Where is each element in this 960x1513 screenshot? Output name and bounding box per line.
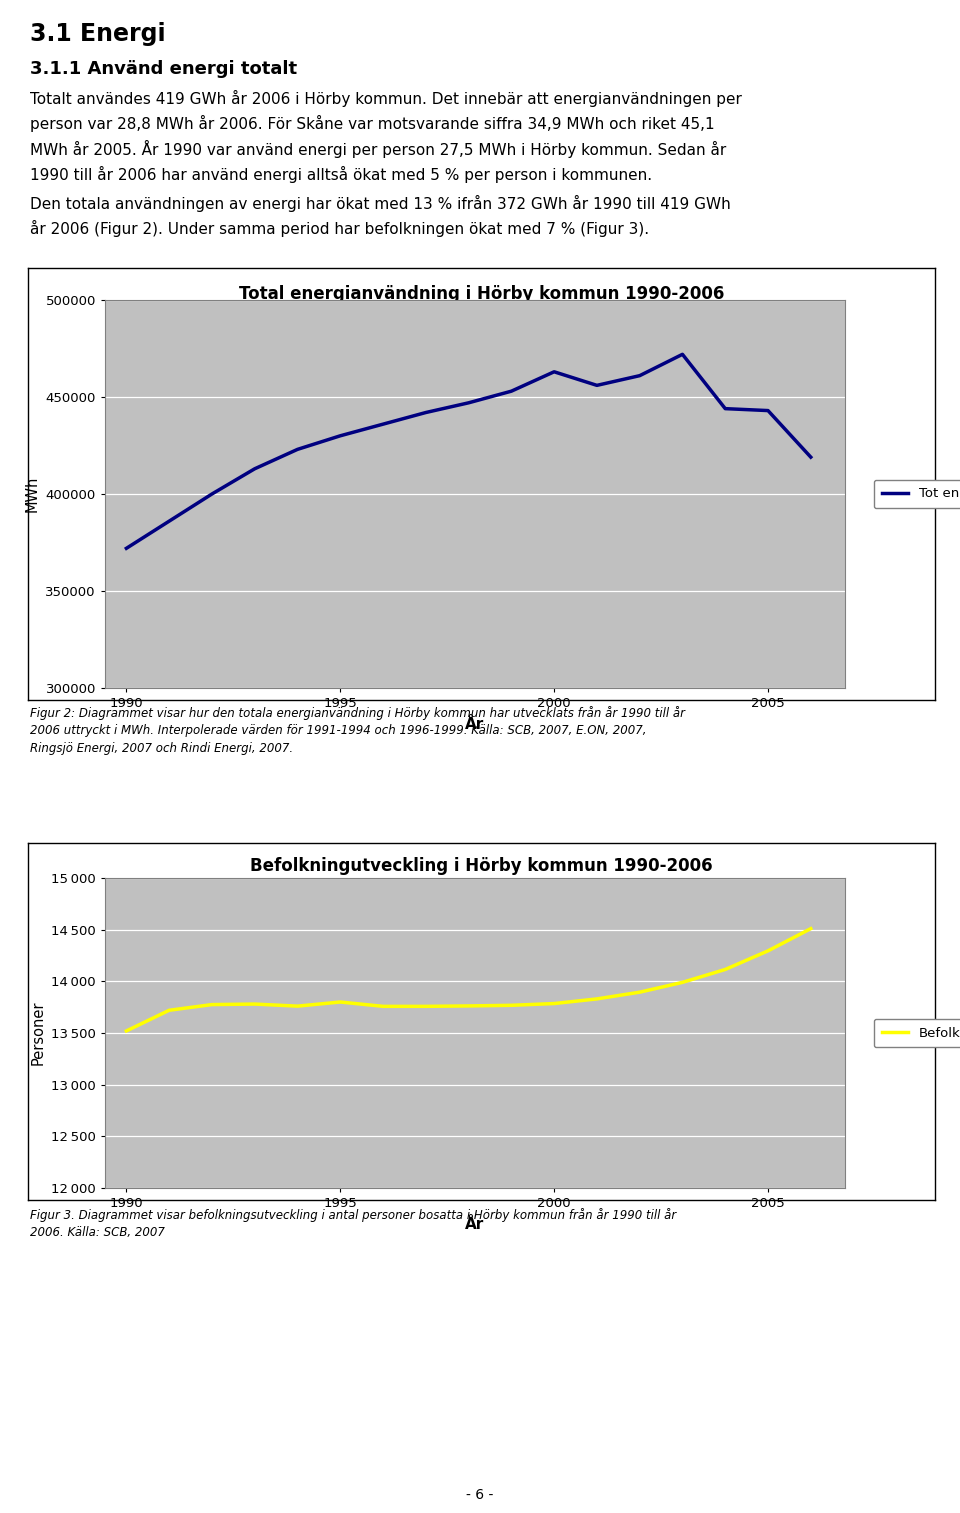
Legend: Befolkning: Befolkning: [874, 1018, 960, 1047]
Text: Figur 2: Diagrammet visar hur den totala energianvändning i Hörby kommun har utv: Figur 2: Diagrammet visar hur den totala…: [30, 707, 685, 755]
X-axis label: År: År: [466, 717, 485, 732]
Text: 3.1.1 Använd energi totalt: 3.1.1 Använd energi totalt: [30, 61, 298, 79]
Text: 3.1 Energi: 3.1 Energi: [30, 23, 166, 45]
Text: - 6 -: - 6 -: [467, 1487, 493, 1502]
X-axis label: År: År: [466, 1216, 485, 1232]
Legend: Tot energi: Tot energi: [874, 480, 960, 508]
Text: Figur 3. Diagrammet visar befolkningsutveckling i antal personer bosatta i Hörby: Figur 3. Diagrammet visar befolkningsutv…: [30, 1207, 676, 1239]
Y-axis label: Personer: Personer: [31, 1000, 45, 1065]
Text: Befolkningutveckling i Hörby kommun 1990-2006: Befolkningutveckling i Hörby kommun 1990…: [251, 858, 713, 876]
Y-axis label: MWh: MWh: [25, 475, 40, 513]
Text: Total energianvändning i Hörby kommun 1990-2006: Total energianvändning i Hörby kommun 19…: [239, 286, 724, 303]
Text: Den totala användningen av energi har ökat med 13 % ifrån 372 GWh år 1990 till 4: Den totala användningen av energi har ök…: [30, 195, 731, 236]
Text: Totalt användes 419 GWh år 2006 i Hörby kommun. Det innebär att energianvändning: Totalt användes 419 GWh år 2006 i Hörby …: [30, 89, 742, 183]
